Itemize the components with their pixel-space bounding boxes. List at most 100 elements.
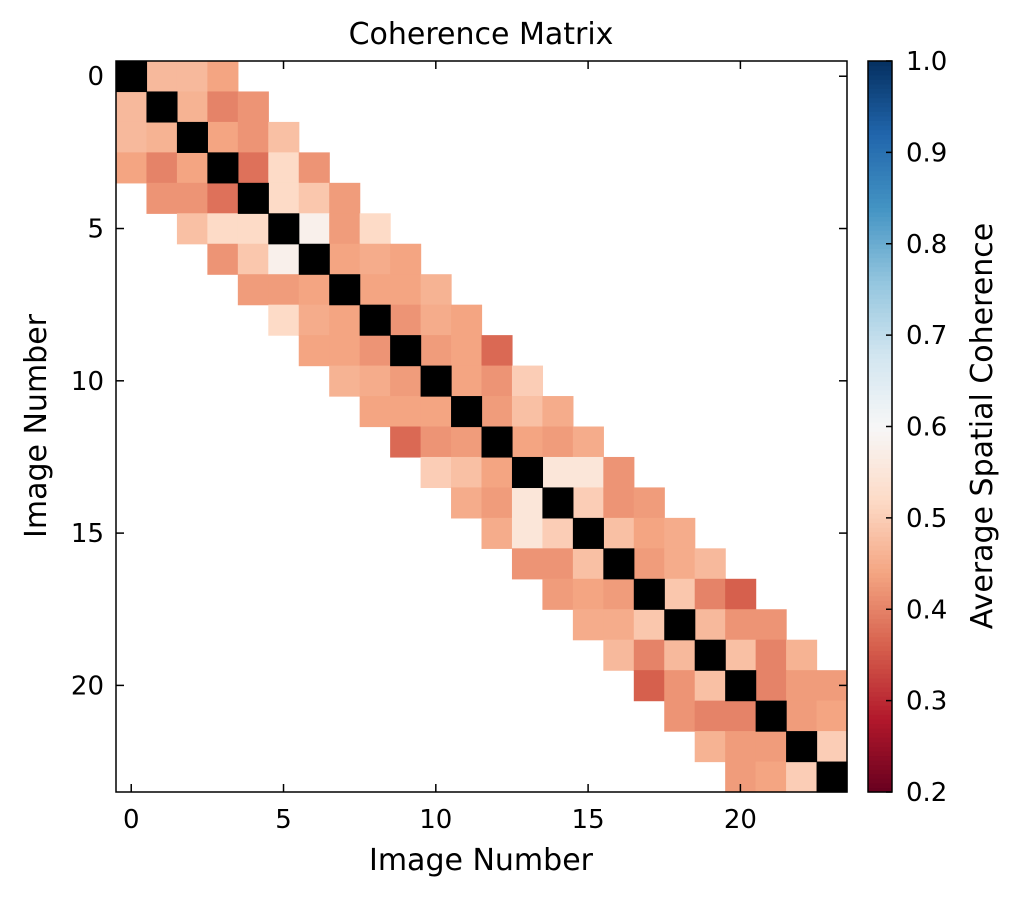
colorbar-segment: [868, 211, 892, 217]
heatmap-cell: [451, 365, 483, 397]
colorbar-segment: [868, 636, 892, 642]
colorbar-segment: [868, 143, 892, 149]
heatmap-cell: [116, 91, 148, 123]
colorbar-segment: [868, 403, 892, 409]
colorbar-segment: [868, 262, 892, 268]
colorbar-segment: [868, 399, 892, 405]
heatmap-cell: [786, 639, 818, 671]
diagonal-cell: [511, 456, 544, 489]
heatmap-cell: [664, 517, 696, 549]
colorbar-segment: [868, 152, 892, 158]
colorbar-segment: [868, 737, 892, 743]
heatmap-cell: [176, 61, 208, 93]
heatmap-cell: [268, 243, 300, 275]
colorbar-segment: [868, 380, 892, 386]
colorbar-segment: [868, 714, 892, 720]
heatmap-cell: [542, 426, 574, 458]
heatmap-cell: [298, 335, 330, 367]
colorbar-segment: [868, 216, 892, 222]
colorbar-segment: [868, 440, 892, 446]
colorbar-segment: [868, 234, 892, 240]
colorbar-segment: [868, 275, 892, 281]
heatmap-cell: [146, 152, 178, 184]
heatmap-cell: [481, 396, 513, 428]
heatmap-cell: [451, 456, 483, 489]
colorbar-segment: [868, 458, 892, 464]
heatmap-cell: [390, 365, 422, 397]
colorbar-segment: [868, 504, 892, 510]
colorbar-segment: [868, 513, 892, 519]
heatmap-cell: [207, 61, 239, 93]
colorbar-segment: [868, 170, 892, 176]
colorbar-segment: [868, 627, 892, 633]
heatmap-cell: [481, 335, 513, 367]
diagonal-cell: [359, 304, 391, 336]
y-tick-label: 0: [87, 62, 104, 92]
colorbar-segment: [868, 773, 892, 779]
heatmap-cell: [481, 365, 513, 397]
heatmap-cell: [176, 182, 208, 214]
colorbar-segment: [868, 467, 892, 473]
colorbar-segment: [868, 421, 892, 428]
colorbar-segment: [868, 307, 892, 313]
heatmap-cell: [451, 426, 483, 458]
heatmap-cell: [237, 213, 269, 245]
heatmap-cell: [298, 182, 330, 214]
heatmap-cell: [329, 243, 361, 275]
colorbar-segment: [868, 271, 892, 277]
colorbar-segment: [868, 188, 892, 195]
colorbar-segment: [868, 83, 892, 90]
heatmap-cell: [786, 670, 818, 702]
heatmap-cell: [207, 243, 239, 275]
heatmap-cell: [725, 639, 757, 671]
heatmap-cell: [451, 304, 483, 336]
heatmap-cell: [390, 243, 422, 275]
heatmap-cell: [298, 274, 330, 306]
colorbar-segment: [868, 367, 892, 373]
heatmap-cell: [420, 304, 452, 336]
heatmap-cell: [329, 304, 361, 336]
colorbar-segment: [868, 522, 892, 528]
heatmap-cell: [603, 578, 635, 610]
colorbar-segment: [868, 280, 892, 286]
heatmap-cell: [542, 517, 574, 549]
heatmap-cell: [390, 396, 422, 428]
colorbar-segment: [868, 294, 892, 300]
heatmap-cell: [542, 396, 574, 428]
y-axis-ticks: 0 5 10 15 20: [71, 62, 847, 701]
colorbar-segment: [868, 622, 892, 629]
diagonal-cell: [237, 182, 269, 214]
heatmap-cell: [694, 670, 726, 702]
colorbar-segment: [868, 723, 892, 729]
colorbar-segment: [868, 787, 892, 793]
diagonal-cell: [572, 517, 604, 549]
colorbar-segment: [868, 673, 892, 679]
colorbar-segment: [868, 545, 892, 551]
colorbar-segment: [868, 581, 892, 588]
colorbar-segment: [868, 746, 892, 752]
colorbar-segment: [868, 385, 892, 391]
colorbar-segment: [868, 769, 892, 775]
colorbar-segment: [868, 161, 892, 167]
heatmap-cell: [694, 548, 726, 580]
diagonal-cell: [694, 639, 726, 671]
colorbar-segment: [868, 609, 892, 615]
heatmap-cell: [725, 731, 757, 763]
colorbar: [868, 61, 892, 793]
heatmap-cell: [633, 670, 665, 702]
heatmap-cell: [603, 487, 635, 519]
diagonal-cell: [207, 152, 239, 184]
x-tick-label: 20: [724, 805, 757, 835]
heatmap-cell: [207, 213, 239, 245]
heatmap-cell: [786, 761, 818, 793]
colorbar-segment: [868, 463, 892, 469]
colorbar-segment: [868, 312, 892, 318]
colorbar-tick-label: 0.8: [906, 230, 947, 260]
heatmap-cell: [481, 456, 513, 489]
heatmap-cell: [237, 152, 269, 184]
colorbar-segment: [868, 586, 892, 592]
heatmap-cell: [207, 91, 239, 123]
heatmap-cell: [511, 396, 544, 428]
colorbar-segment: [868, 755, 892, 761]
colorbar-segment: [868, 590, 892, 597]
